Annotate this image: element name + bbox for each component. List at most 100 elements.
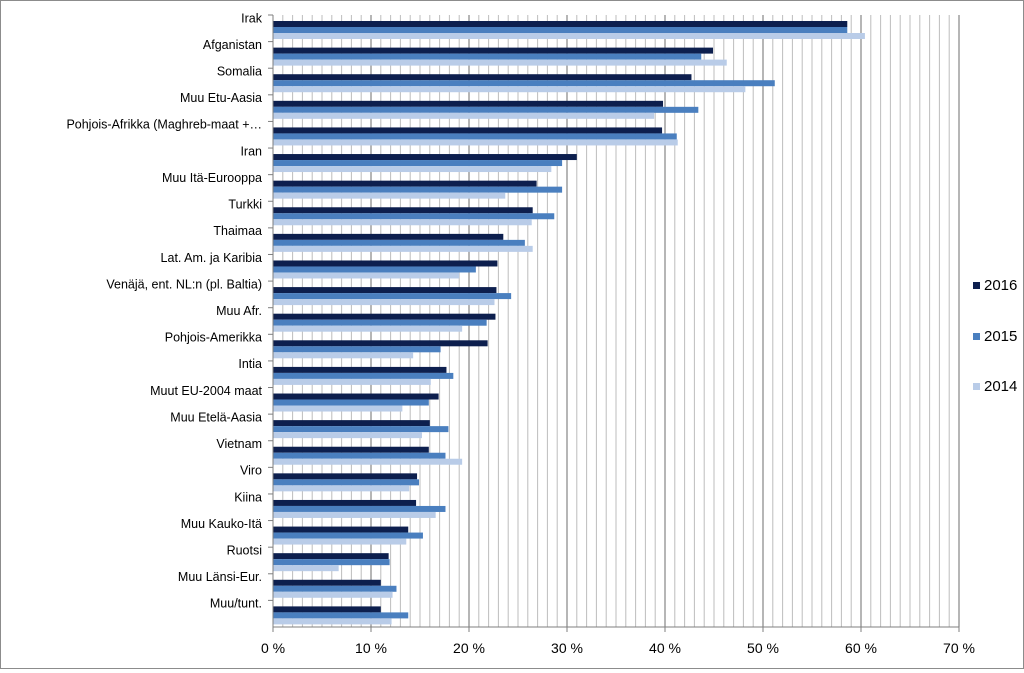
- category-label: Ruotsi: [227, 543, 262, 557]
- bar-2016: [273, 606, 381, 613]
- category-label: Iran: [240, 144, 262, 158]
- bar-2016: [273, 154, 577, 161]
- bar-2016: [273, 526, 409, 533]
- category-label: Irak: [241, 11, 263, 25]
- bar-2016: [273, 579, 381, 586]
- bar-2016: [273, 233, 504, 240]
- category-label: Intia: [238, 357, 262, 371]
- legend-swatch-2016: [973, 282, 980, 289]
- bar-2015: [273, 27, 848, 33]
- bar-2015: [273, 266, 476, 273]
- bar-2014: [273, 325, 463, 332]
- category-label: Lat. Am. ja Karibia: [161, 251, 262, 265]
- legend-label-2014: 2014: [984, 378, 1017, 395]
- bar-2014: [273, 166, 552, 173]
- bar-2015: [273, 479, 420, 486]
- axes: [268, 14, 960, 632]
- bar-2014: [273, 458, 463, 465]
- category-label: Afganistan: [203, 38, 262, 52]
- bar-2014: [273, 591, 393, 598]
- category-label: Kiina: [234, 490, 262, 504]
- bar-2015: [273, 532, 423, 539]
- bar-2016: [273, 127, 663, 134]
- category-label: Somalia: [217, 65, 262, 79]
- x-tick-label: 30 %: [551, 640, 583, 656]
- bar-2016: [273, 74, 692, 81]
- x-tick-label: 20 %: [453, 640, 485, 656]
- bar-2014: [273, 219, 532, 226]
- bar-2016: [273, 473, 418, 480]
- category-label: Muu Etelä-Aasia: [170, 410, 262, 424]
- category-label: Muu Itä-Eurooppa: [162, 171, 262, 185]
- bar-2014: [273, 245, 533, 252]
- bar-2015: [273, 612, 409, 619]
- bar-2016: [273, 260, 498, 267]
- bar-2016: [273, 100, 664, 107]
- bar-2015: [273, 505, 446, 512]
- category-label: Muu Länsi-Eur.: [178, 570, 262, 584]
- bar-2015: [273, 559, 390, 566]
- bar-2014: [273, 511, 436, 518]
- bar-2014: [273, 139, 678, 146]
- x-tick-label: 40 %: [649, 640, 681, 656]
- bar-2015: [273, 372, 454, 379]
- bar-2016: [273, 393, 439, 400]
- category-label: Vietnam: [216, 437, 262, 451]
- bar-2016: [273, 207, 533, 214]
- category-labels: Irak Afganistan Somalia Muu Etu-Aasia Pohjoi…: [66, 11, 262, 610]
- bar-2016: [273, 499, 417, 506]
- bar-2014: [273, 618, 392, 625]
- bar-2015: [273, 399, 429, 406]
- bar-2016: [273, 47, 714, 54]
- category-label: Muu/tunt.: [210, 597, 262, 611]
- x-tick-label: 50 %: [747, 640, 779, 656]
- bar-2014: [273, 538, 407, 545]
- bar-2015: [273, 426, 449, 433]
- bar-2016: [273, 420, 430, 427]
- x-tick-label: 10 %: [355, 640, 387, 656]
- bar-2015: [273, 160, 563, 167]
- bar-2015: [273, 53, 702, 60]
- bar-2015: [273, 133, 677, 140]
- category-label: Venäjä, ent. NL:n (pl. Baltia): [106, 277, 262, 291]
- legend-label-2015: 2015: [984, 328, 1017, 345]
- category-label: Thaimaa: [213, 224, 262, 238]
- x-tick-labels: 0 % 10 % 20 % 30 % 40 % 50 % 60 % 70 %: [261, 640, 975, 656]
- bar-2014: [273, 59, 727, 66]
- x-tick-label: 70 %: [943, 640, 975, 656]
- bar-2016: [273, 340, 488, 347]
- bar-2015: [273, 346, 441, 353]
- bar-2015: [273, 106, 699, 113]
- legend-label-2016: 2016: [984, 277, 1017, 294]
- bar-2014: [273, 378, 431, 385]
- category-label: Turkki: [228, 198, 262, 212]
- category-label: Muu Afr.: [216, 304, 262, 318]
- bar-2014: [273, 33, 865, 39]
- bar-2016: [273, 21, 848, 27]
- x-tick-label: 0 %: [261, 640, 285, 656]
- bar-2014: [273, 405, 403, 412]
- category-label: Muut EU-2004 maat: [150, 384, 262, 398]
- category-label: Muu Kauko-Itä: [181, 517, 262, 531]
- bar-2016: [273, 553, 389, 560]
- legend-swatch-2014: [973, 383, 980, 390]
- bar-2015: [273, 213, 555, 220]
- category-label: Pohjois-Afrikka (Maghreb-maat +…: [66, 118, 262, 132]
- x-tick-label: 60 %: [845, 640, 877, 656]
- bar-2015: [273, 186, 563, 193]
- bar-2015: [273, 585, 397, 592]
- bar-2016: [273, 313, 496, 320]
- bar-2014: [273, 485, 410, 492]
- bar-2015: [273, 293, 512, 300]
- bar-2014: [273, 272, 460, 279]
- category-label: Muu Etu-Aasia: [180, 91, 262, 105]
- bar-2016: [273, 287, 497, 294]
- bar-2014: [273, 352, 414, 359]
- bar-2015: [273, 452, 446, 459]
- bar-2015: [273, 319, 487, 326]
- bar-2014: [273, 565, 339, 572]
- bar-2016: [273, 446, 429, 453]
- bar-2016: [273, 366, 447, 373]
